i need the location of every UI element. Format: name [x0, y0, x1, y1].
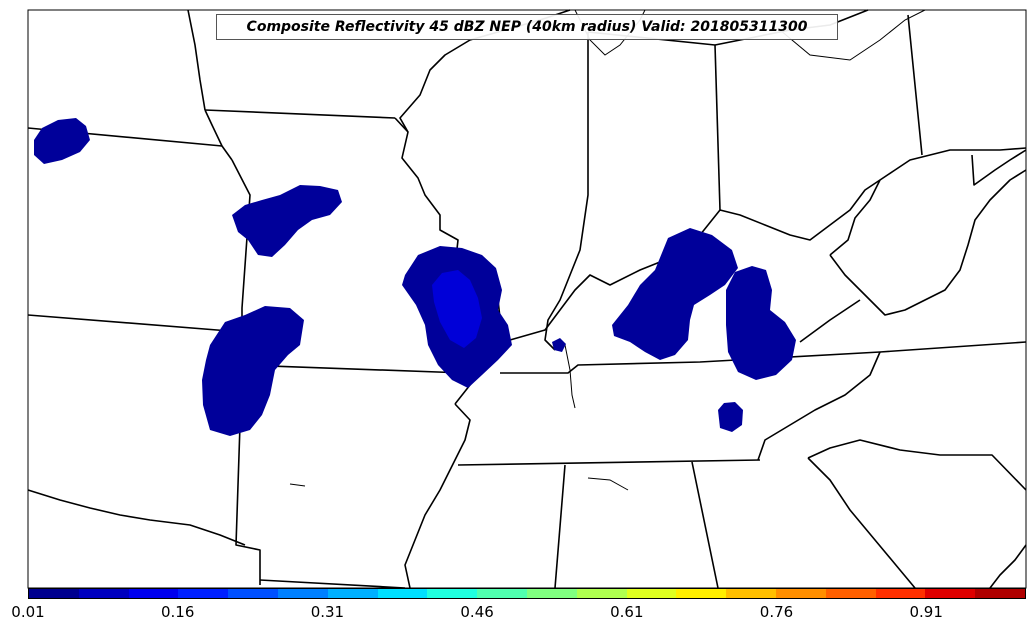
colorbar-tick-label: 0.76 [759, 603, 794, 621]
colorbar-segment [825, 589, 876, 598]
colorbar-segment [377, 589, 428, 598]
colorbar-tick-label: 0.91 [909, 603, 943, 621]
colorbar-segment [427, 589, 478, 598]
missouri-river-ne [204, 109, 233, 161]
map-title: Composite Reflectivity 45 dBZ NEP (40km … [216, 14, 838, 40]
colorbar-segment [128, 589, 179, 598]
region-tennessee-dot [718, 402, 743, 432]
iowa-border [187, 9, 206, 111]
oklahoma-lake [289, 483, 306, 487]
region-small-dot [552, 338, 566, 352]
al-ga-border [691, 461, 719, 589]
ar-la-border [259, 579, 406, 589]
colorbar-segment [526, 589, 577, 598]
tn-ms-border [457, 459, 761, 466]
mo-ar-border [241, 364, 466, 374]
probability-regions [34, 118, 796, 436]
region-nebraska [34, 118, 90, 164]
mississippi-river-south [404, 403, 471, 589]
ky-tn-border [500, 341, 1027, 374]
region-kentucky-east [726, 266, 796, 380]
region-kansas-mo [232, 185, 342, 257]
colorbar-segment [477, 589, 527, 598]
colorbar-tick-label: 0.46 [460, 603, 494, 621]
red-river [27, 489, 246, 546]
ga-sc-border [807, 457, 916, 589]
region-oklahoma [202, 306, 304, 436]
oh-pa-border [907, 14, 923, 156]
colorbar-tick-label: 0.01 [11, 603, 45, 621]
region-missouri-core [432, 270, 482, 348]
colorbar-segment [277, 589, 328, 598]
nc-sc-border [807, 439, 1027, 491]
ms-al-border [554, 464, 566, 589]
colorbar-segment [327, 589, 378, 598]
lake-erie [779, 9, 926, 61]
colorbar [28, 588, 1026, 599]
colorbar-tick-label: 0.16 [160, 603, 195, 621]
kentucky-lake [564, 344, 576, 409]
west-virginia-border [829, 169, 1027, 316]
colorbar-segment [626, 589, 677, 598]
region-indiana-ky [612, 228, 738, 360]
state-borders [27, 9, 1027, 589]
colorbar-segment [228, 589, 278, 598]
colorbar-segment [29, 589, 79, 598]
colorbar-segment [576, 589, 627, 598]
sc-coast [989, 544, 1027, 589]
colorbar-segment [78, 589, 129, 598]
ks-ok-border [27, 314, 243, 333]
va-ky-border [799, 299, 861, 343]
colorbar-tick-label: 0.31 [310, 603, 345, 621]
colorbar-segment [178, 589, 229, 598]
mo-ia-border [204, 109, 396, 119]
colorbar-tick-label: 0.61 [610, 603, 644, 621]
ohio-river [509, 147, 1027, 341]
colorbar-segment [676, 589, 727, 598]
in-oh-border [714, 44, 721, 211]
md-border [971, 149, 1027, 186]
il-in-border [544, 32, 589, 351]
wv-ky-border [829, 179, 881, 256]
colorbar-segment [775, 589, 826, 598]
colorbar-segment [975, 589, 1025, 598]
ok-ar-border [235, 364, 261, 585]
colorbar-segment [925, 589, 976, 598]
map-frame [27, 9, 1027, 589]
alabama-lake [587, 477, 629, 491]
colorbar-segment [726, 589, 776, 598]
nc-tn-border [757, 351, 881, 461]
colorbar-segment [875, 589, 926, 598]
